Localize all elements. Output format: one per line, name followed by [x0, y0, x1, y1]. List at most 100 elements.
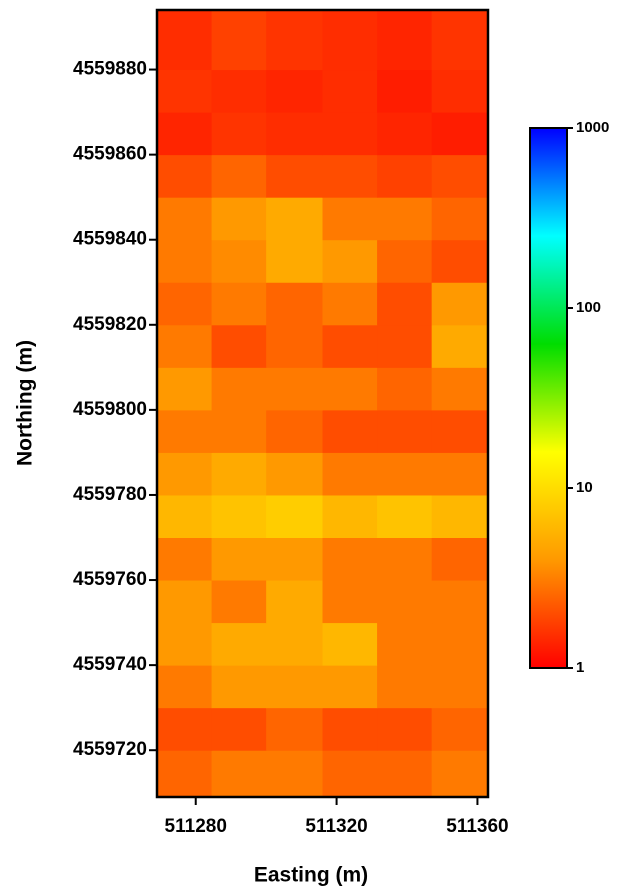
heatmap-cell [377, 537, 433, 581]
heatmap-cell [157, 10, 213, 71]
heatmap-cell [266, 452, 323, 496]
y-tick-label: 4559740 [73, 654, 147, 675]
heatmap-cell [377, 750, 433, 798]
heatmap-cell [322, 452, 378, 496]
y-tick-label: 4559840 [73, 229, 147, 250]
y-tick-label: 4559860 [73, 144, 147, 165]
heatmap-cell [157, 750, 213, 798]
y-tick-label: 4559760 [73, 569, 147, 590]
heatmap-cell [322, 537, 378, 581]
heatmap-cell [211, 580, 267, 624]
heatmap-cell [377, 367, 433, 411]
heatmap-cell [431, 112, 489, 156]
heatmap-cell [431, 537, 489, 581]
heatmap-cell [211, 10, 267, 71]
heatmap-cell [266, 707, 323, 751]
heatmap-cell [157, 580, 213, 624]
heatmap-cell [157, 282, 213, 326]
heatmap-cell [377, 239, 433, 283]
heatmap-cell [157, 494, 213, 539]
heatmap-cell [431, 239, 489, 283]
heatmap-cell [322, 324, 378, 368]
heatmap-cell [211, 282, 267, 326]
heatmap-cell [266, 10, 323, 71]
heatmap-cell [322, 197, 378, 241]
heatmap-cell [377, 154, 433, 198]
colorbar-tick-label: 1000 [576, 119, 609, 136]
heatmap-cell [377, 622, 433, 666]
heatmap-cell [211, 537, 267, 581]
heatmap-cell [322, 707, 378, 751]
y-tick-label: 4559780 [73, 484, 147, 505]
heatmap-cell [157, 324, 213, 368]
heatmap-cell [431, 665, 489, 709]
heatmap-cell [211, 750, 267, 798]
heatmap-cell [211, 367, 267, 411]
heatmap-cell [377, 707, 433, 751]
heatmap-cell [211, 112, 267, 156]
heatmap-cell [266, 112, 323, 156]
heatmap-cell [431, 324, 489, 368]
heatmap-cell [266, 367, 323, 411]
heatmap-cell [431, 707, 489, 751]
heatmap-cell [157, 197, 213, 241]
heatmap-cell [266, 580, 323, 624]
heatmap-cell [431, 580, 489, 624]
heatmap-cell [266, 282, 323, 326]
heatmap-cell [377, 580, 433, 624]
heatmap-cell [211, 154, 267, 198]
heatmap-cell [266, 69, 323, 113]
heatmap-cell [377, 282, 433, 326]
heatmap-cell [322, 409, 378, 453]
heatmap-cell [211, 622, 267, 666]
y-axis-label: Northing (m) [14, 340, 37, 466]
y-tick-label: 4559800 [73, 399, 147, 420]
heatmap-cell [377, 197, 433, 241]
y-tick-label: 4559820 [73, 314, 147, 335]
heatmap-cell [377, 409, 433, 453]
x-tick-label: 511280 [165, 816, 227, 837]
heatmap-cell [431, 409, 489, 453]
heatmap-cell [377, 324, 433, 368]
heatmap-cells [157, 10, 489, 798]
heatmap-cell [157, 239, 213, 283]
plot-frame [155, 8, 490, 799]
heatmap-cell [266, 409, 323, 453]
heatmap-cell [431, 69, 489, 113]
x-axis-label: Easting (m) [254, 864, 368, 887]
heatmap-cell [266, 750, 323, 798]
heatmap-cell [157, 665, 213, 709]
heatmap-cell [377, 10, 433, 71]
colorbar [529, 127, 568, 669]
heatmap-cell [431, 367, 489, 411]
heatmap-cell [157, 409, 213, 453]
heatmap-cell [431, 282, 489, 326]
heatmap-cell [211, 324, 267, 368]
heatmap-cell [377, 452, 433, 496]
heatmap-cell [377, 665, 433, 709]
heatmap-cell [157, 367, 213, 411]
heatmap-cell [322, 580, 378, 624]
heatmap-cell [266, 665, 323, 709]
heatmap-cell [322, 494, 378, 539]
heatmap-cell [322, 750, 378, 798]
heatmap-cell [431, 10, 489, 71]
heatmap-cell [157, 707, 213, 751]
heatmap-cell [211, 239, 267, 283]
heatmap-cell [266, 154, 323, 198]
y-tick-label: 4559720 [73, 739, 147, 760]
heatmap-cell [157, 537, 213, 581]
heatmap-cell [322, 622, 378, 666]
heatmap-cell [322, 112, 378, 156]
heatmap-cell [211, 452, 267, 496]
heatmap-cell [266, 494, 323, 539]
heatmap-cell [266, 537, 323, 581]
heatmap-cell [322, 239, 378, 283]
heatmap-cell [322, 154, 378, 198]
heatmap-cell [266, 197, 323, 241]
x-tick-label: 511360 [446, 816, 508, 837]
heatmap-cell [157, 154, 213, 198]
heatmap-cell [322, 10, 378, 71]
